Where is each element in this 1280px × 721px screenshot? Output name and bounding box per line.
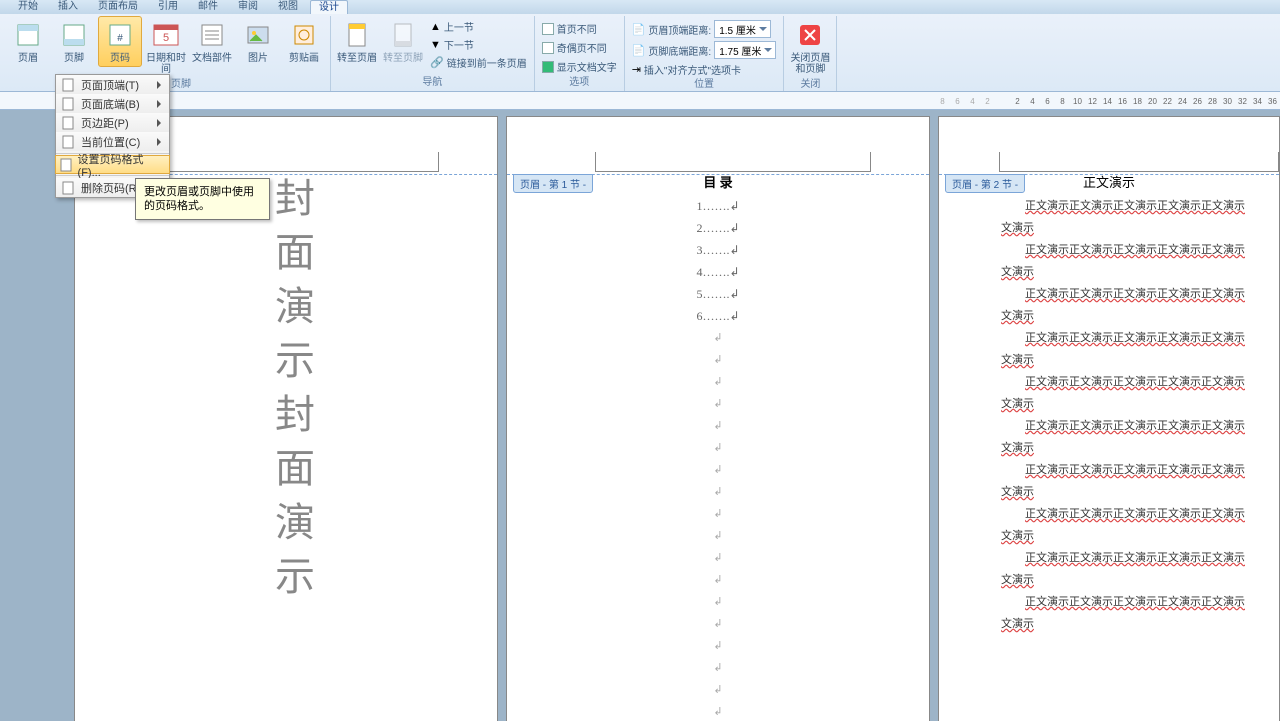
next-icon: ▼ xyxy=(430,39,441,51)
prev-section-button[interactable]: ▲上一节 xyxy=(427,18,530,35)
picture-button[interactable]: 图片 xyxy=(236,16,280,67)
close-hf-button[interactable]: 关闭页眉和页脚 xyxy=(788,16,832,78)
page-2: 页眉 - 第 1 节 - 目 录 1…….↲2…….↲3…….↲4…….↲5……… xyxy=(506,116,930,721)
footer-dist-icon: 📄 xyxy=(632,44,646,57)
checkbox-checked-icon xyxy=(542,61,554,73)
menu-item-icon xyxy=(59,157,73,173)
menu-item-icon xyxy=(60,77,76,93)
footer-dist-input[interactable]: 1.75 厘米 xyxy=(714,41,776,59)
checkbox-icon xyxy=(542,23,554,35)
dropdown-item-0[interactable]: 页面顶端(T) xyxy=(56,75,169,94)
header-icon xyxy=(12,19,44,51)
tab-references[interactable]: 引用 xyxy=(150,0,186,14)
ribbon-tabs: 开始 插入 页面布局 引用 邮件 审阅 视图 设计 xyxy=(0,0,1280,14)
next-section-button[interactable]: ▼下一节 xyxy=(427,36,530,53)
header-dist-icon: 📄 xyxy=(632,23,646,36)
body-text: 正文演示正文演示正文演示正文演示正文演示文演示正文演示正文演示正文演示正文演示正… xyxy=(1001,195,1279,635)
group-options: 首页不同 奇偶页不同 显示文档文字 选项 xyxy=(535,16,625,91)
tab-insert[interactable]: 插入 xyxy=(50,0,86,14)
group-navigation: 转至页眉 转至页脚 ▲上一节 ▼下一节 🔗链接到前一条页眉 导航 xyxy=(331,16,535,91)
link-icon: 🔗 xyxy=(430,56,444,69)
opt-first-page[interactable]: 首页不同 xyxy=(539,20,620,37)
goto-footer-icon xyxy=(387,19,419,51)
toc-title: 目 录 xyxy=(507,172,929,191)
group-close: 关闭页眉和页脚 关闭 xyxy=(784,16,837,91)
group-position: 📄页眉顶端距离:1.5 厘米 📄页脚底端距离:1.75 厘米 ⇥插入"对齐方式"… xyxy=(625,16,785,91)
parts-icon xyxy=(196,19,228,51)
menu-item-icon xyxy=(60,115,76,131)
tooltip: 更改页眉或页脚中使用的页码格式。 xyxy=(135,178,270,220)
group-label-options: 选项 xyxy=(539,76,620,91)
svg-text:#: # xyxy=(117,33,123,44)
group-label-close: 关闭 xyxy=(788,78,832,93)
goto-header-button[interactable]: 转至页眉 xyxy=(335,16,379,67)
dropdown-item-1[interactable]: 页面底端(B) xyxy=(56,94,169,113)
tab-mail[interactable]: 邮件 xyxy=(190,0,226,14)
tab-layout[interactable]: 页面布局 xyxy=(90,0,146,14)
quick-parts-button[interactable]: 文档部件 xyxy=(190,16,234,67)
tab-review[interactable]: 审阅 xyxy=(230,0,266,14)
goto-footer-button[interactable]: 转至页脚 xyxy=(381,16,425,67)
goto-header-icon xyxy=(341,19,373,51)
tab-design[interactable]: 设计 xyxy=(310,0,348,14)
ribbon: 页眉 页脚 #页码 5日期和时间 文档部件 图片 剪贴画 页眉和页脚 转至页眉 … xyxy=(0,14,1280,92)
page-number-button[interactable]: #页码 xyxy=(98,16,142,67)
checkbox-icon xyxy=(542,42,554,54)
horizontal-ruler[interactable]: 864224681012141618202224262830323436 xyxy=(0,92,1280,110)
header-box xyxy=(163,152,439,172)
menu-item-icon xyxy=(60,180,76,196)
header-box xyxy=(999,152,1279,172)
date-time-button[interactable]: 5日期和时间 xyxy=(144,16,188,78)
footer-icon xyxy=(58,19,90,51)
date-icon: 5 xyxy=(150,19,182,51)
insert-align-tab-button[interactable]: ⇥插入"对齐方式"选项卡 xyxy=(629,61,780,78)
align-icon: ⇥ xyxy=(632,63,641,76)
page-3: 页眉 - 第 2 节 - 正文演示 正文演示正文演示正文演示正文演示正文演示文演… xyxy=(938,116,1280,721)
close-icon xyxy=(794,19,826,51)
header-box xyxy=(595,152,871,172)
header-button[interactable]: 页眉 xyxy=(6,16,50,67)
body-title: 正文演示 xyxy=(939,172,1279,191)
dropdown-item-4[interactable]: 设置页码格式(F)... xyxy=(55,155,170,174)
clipart-icon xyxy=(288,19,320,51)
page-number-icon: # xyxy=(104,19,136,51)
footer-button[interactable]: 页脚 xyxy=(52,16,96,67)
dropdown-item-2[interactable]: 页边距(P) xyxy=(56,113,169,132)
prev-icon: ▲ xyxy=(430,21,441,33)
dropdown-item-3[interactable]: 当前位置(C) xyxy=(56,132,169,151)
group-label-position: 位置 xyxy=(629,78,780,93)
tab-home[interactable]: 开始 xyxy=(10,0,46,14)
link-previous-button[interactable]: 🔗链接到前一条页眉 xyxy=(427,54,530,71)
opt-show-text[interactable]: 显示文档文字 xyxy=(539,58,620,75)
menu-item-icon xyxy=(60,134,76,150)
cover-text: 封面演示封面演示 xyxy=(275,172,315,604)
toc-list: 1…….↲2…….↲3…….↲4…….↲5…….↲6…….↲ xyxy=(507,195,929,327)
svg-text:5: 5 xyxy=(163,32,169,44)
header-dist-input[interactable]: 1.5 厘米 xyxy=(714,20,771,38)
opt-odd-even[interactable]: 奇偶页不同 xyxy=(539,39,620,56)
group-label-nav: 导航 xyxy=(335,76,530,91)
tab-view[interactable]: 视图 xyxy=(270,0,306,14)
footer-dist-label: 页脚底端距离: xyxy=(648,43,711,58)
clipart-button[interactable]: 剪贴画 xyxy=(282,16,326,67)
picture-icon xyxy=(242,19,274,51)
menu-item-icon xyxy=(60,96,76,112)
header-dist-label: 页眉顶端距离: xyxy=(648,22,711,37)
paragraph-marks: ↲↲↲↲↲↲↲↲↲↲↲↲↲↲↲↲↲↲ xyxy=(507,327,929,721)
